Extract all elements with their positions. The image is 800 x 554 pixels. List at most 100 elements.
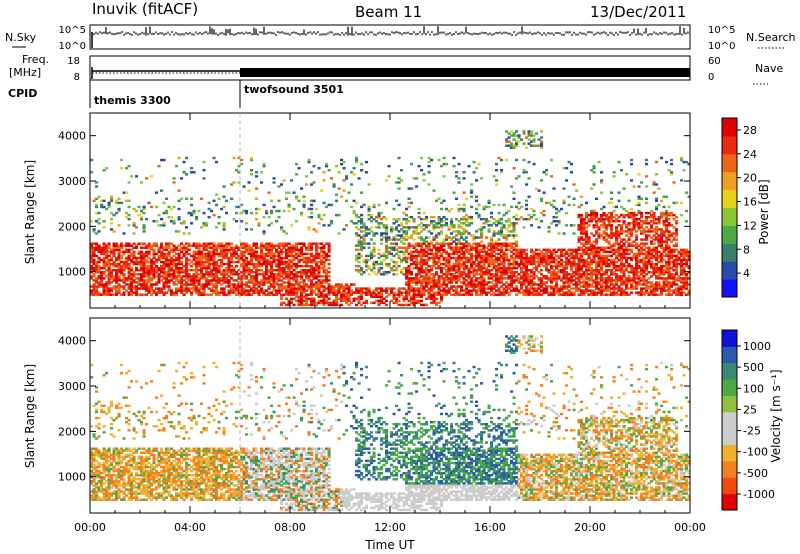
power-cell (457, 275, 461, 278)
power-cell (527, 160, 531, 164)
power-cell (140, 262, 144, 266)
power-cell (385, 264, 389, 268)
power-cell (487, 205, 491, 209)
power-cell (420, 217, 424, 221)
power-cell (307, 246, 311, 249)
power-cell (420, 264, 424, 268)
power-cell (427, 297, 431, 301)
power-cell (157, 266, 161, 270)
power-cell (580, 213, 584, 217)
power-cell (190, 222, 194, 225)
power-cell (472, 160, 476, 164)
power-cell (467, 250, 471, 254)
power-cell (305, 293, 309, 296)
power-cell (540, 136, 544, 139)
power-cell (137, 273, 141, 276)
power-cell (385, 246, 389, 249)
power-cell (115, 285, 119, 288)
power-cell (422, 224, 426, 227)
power-cell (575, 285, 579, 288)
power-cell (592, 183, 596, 186)
power-cell (415, 277, 419, 280)
power-cell (542, 264, 546, 268)
power-cell (420, 250, 424, 254)
power-cell (127, 242, 131, 245)
power-cell (417, 279, 421, 282)
power-cell (242, 185, 246, 188)
power-cell (95, 220, 99, 223)
power-cell (127, 248, 131, 252)
power-cell (382, 271, 386, 274)
power-cell (515, 242, 519, 245)
power-cell (402, 266, 406, 270)
power-cell (417, 211, 421, 215)
power-cell (567, 281, 571, 284)
power-cell (592, 260, 596, 264)
power-cell (255, 289, 259, 292)
power-cell (95, 279, 99, 282)
power-cell (402, 242, 406, 245)
power-cell (425, 262, 429, 266)
power-cell (325, 295, 329, 298)
power-cell (110, 222, 114, 225)
power-cell (157, 281, 161, 284)
power-cell (562, 283, 566, 286)
power-cell (492, 230, 496, 233)
power-cell (477, 285, 481, 288)
power-cell (315, 254, 319, 258)
power-cell (262, 262, 266, 266)
power-cell (250, 269, 254, 272)
power-cell (177, 281, 181, 284)
power-cell (102, 169, 106, 172)
power-cell (500, 169, 504, 172)
power-cell (427, 242, 431, 245)
power-cell (522, 250, 526, 254)
power-cell (405, 271, 409, 274)
power-cell (460, 246, 464, 249)
power-cell (475, 166, 479, 170)
power-cell (422, 262, 426, 266)
power-cell (422, 303, 426, 307)
power-cell (475, 293, 479, 296)
power-cell (507, 285, 511, 288)
power-cell (122, 262, 126, 266)
power-cell (467, 222, 471, 225)
power-cell (327, 224, 331, 227)
power-cell (575, 281, 579, 284)
power-cell (277, 258, 281, 262)
power-cell (105, 264, 109, 268)
power-cell (115, 258, 119, 262)
power-cell (527, 142, 531, 145)
power-cell (310, 199, 314, 203)
power-cell (235, 220, 239, 223)
power-cell (510, 242, 514, 245)
power-cell (260, 262, 264, 266)
power-cell (405, 250, 409, 254)
power-cell (460, 273, 464, 276)
power-cell (590, 250, 594, 254)
power-cell (97, 264, 101, 268)
power-cell (332, 303, 336, 307)
power-cell (550, 266, 554, 270)
power-cell (195, 264, 199, 268)
power-cell (117, 264, 121, 268)
power-cell (215, 262, 219, 266)
power-cell (545, 201, 549, 205)
power-cell (477, 260, 481, 264)
power-cell (295, 162, 299, 166)
power-cell (247, 252, 251, 256)
power-cell (302, 269, 306, 272)
power-cell (585, 250, 589, 254)
power-cell (452, 246, 456, 249)
power-cell (230, 269, 234, 272)
power-cell (407, 285, 411, 288)
power-cell (382, 252, 386, 256)
power-cell (220, 279, 224, 282)
power-cell (532, 271, 536, 274)
power-cell (257, 269, 261, 272)
power-cell (175, 283, 179, 286)
power-cell (160, 289, 164, 292)
power-cell (132, 250, 136, 254)
power-cell (280, 275, 284, 278)
power-cell (210, 271, 214, 274)
